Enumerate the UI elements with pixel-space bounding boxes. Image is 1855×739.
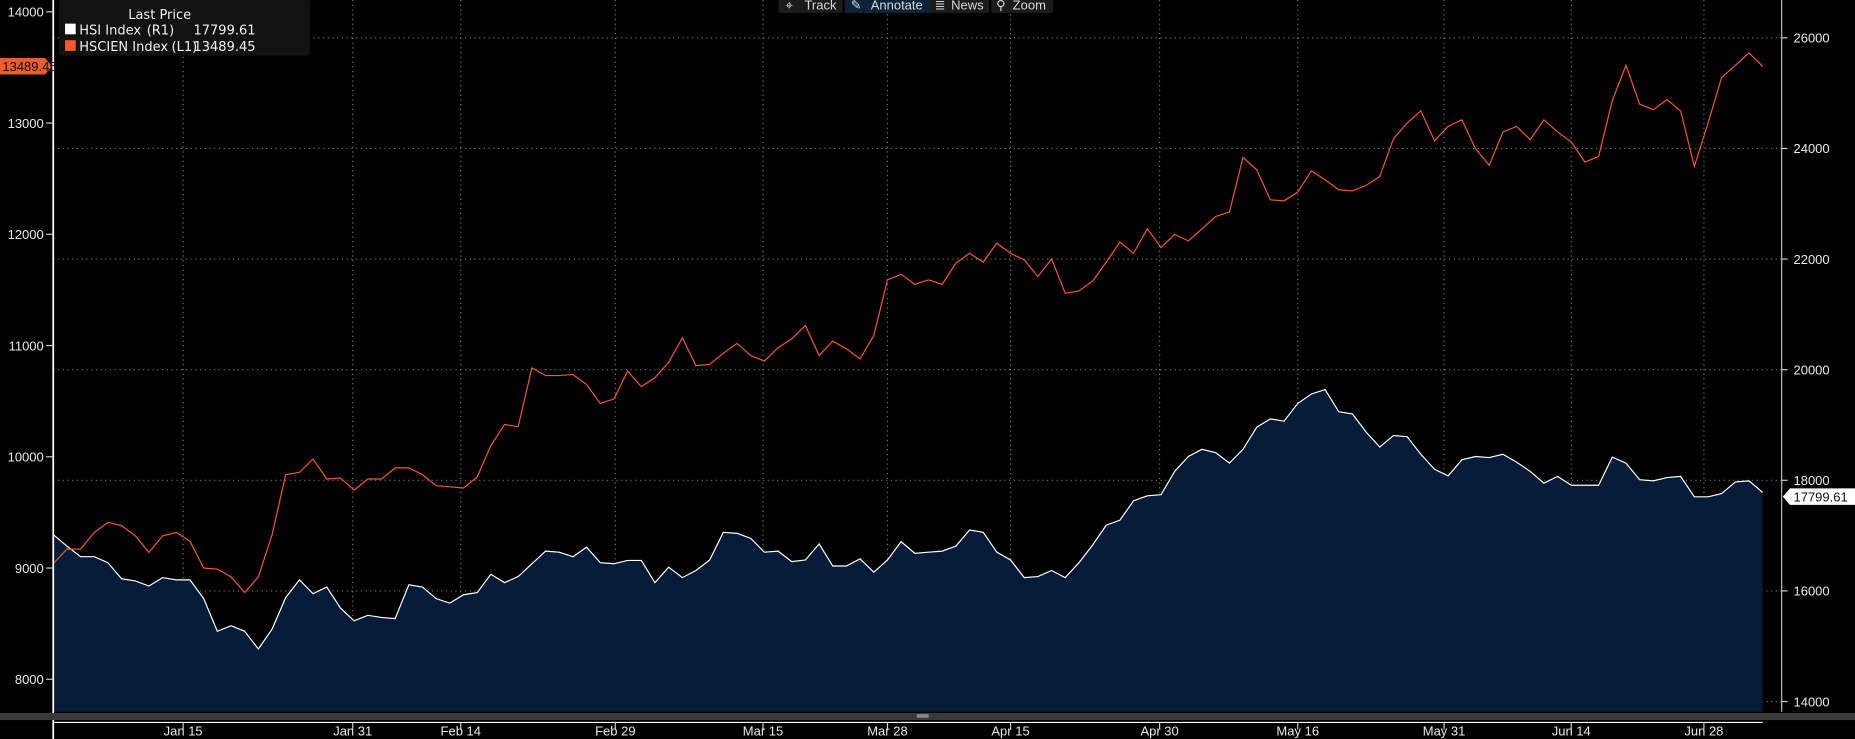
x-tick-label: Mar 15: [743, 723, 783, 738]
right-tick-label: 16000: [1793, 584, 1829, 599]
crosshair-icon: ⌖: [786, 0, 794, 12]
pencil-icon: ✎: [851, 0, 862, 12]
track-button[interactable]: ⌖ Track: [778, 0, 843, 14]
news-button[interactable]: ≣ News: [929, 0, 990, 14]
legend-value: 13489.45: [193, 40, 255, 55]
x-axis-ticks: Jan 15 Jan 31 Feb 14 Feb 29 Mar 15 Mar 28 Apr …: [164, 722, 1723, 738]
right-tick-label: 18000: [1793, 473, 1829, 488]
magnifier-icon: ⚲: [996, 0, 1006, 12]
legend: Last Price HSI Index (R1) 17799.61 HSCIE…: [59, 0, 310, 56]
x-tick-label: May 16: [1276, 723, 1319, 738]
gridlines: [53, 0, 1782, 712]
left-tick-label: 13000: [8, 116, 44, 131]
legend-swatch: [65, 23, 76, 35]
hscien-series-line: [52, 52, 1764, 594]
right-tick-label: 22000: [1793, 252, 1829, 267]
track-label: Track: [804, 0, 837, 12]
legend-value: 17799.61: [193, 23, 255, 38]
right-tick-label: 20000: [1793, 362, 1829, 377]
x-tick-label: Jan 15: [164, 723, 203, 738]
hsi-series-line: [52, 388, 1764, 651]
x-tick-label: Apr 15: [991, 723, 1029, 738]
left-tick-label: 12000: [8, 227, 44, 242]
x-tick-label: Jun 28: [1684, 723, 1723, 738]
news-label: News: [951, 0, 984, 12]
left-tick-label: 11000: [9, 338, 44, 353]
legend-title: Last Price: [128, 8, 191, 23]
scrollbar-grip[interactable]: [916, 714, 929, 718]
legend-item-hsi[interactable]: HSI Index (R1) 17799.61: [65, 23, 256, 38]
right-tick-label: 14000: [1793, 694, 1829, 709]
left-axis-ticks: 8000 9000 10000 11000 12000 13000 14000: [8, 5, 54, 687]
annotate-button[interactable]: ✎ Annotate: [844, 0, 940, 14]
legend-swatch: [65, 40, 76, 51]
hsi-area-fill: [53, 389, 1763, 712]
x-tick-label: Apr 30: [1140, 723, 1178, 738]
zoom-label: Zoom: [1013, 0, 1046, 12]
annotate-label: Annotate: [871, 0, 923, 12]
x-tick-label: Feb 29: [595, 723, 635, 738]
zoom-button[interactable]: ⚲ Zoom: [991, 0, 1053, 14]
x-tick-label: Mar 28: [867, 723, 907, 738]
legend-box: [59, 0, 310, 56]
right-axis-ticks: 14000 16000 18000 20000 22000 24000 26000: [1781, 31, 1830, 709]
left-tick-label: 14000: [8, 5, 44, 20]
toolbar: ⌖ Track ✎ Annotate ≣ News ⚲ Zoom: [778, 0, 1053, 14]
legend-name: HSCIEN Index: [79, 40, 168, 55]
right-tick-label: 26000: [1793, 31, 1829, 46]
x-tick-label: Feb 14: [441, 723, 481, 738]
x-tick-label: May 31: [1423, 723, 1466, 738]
legend-axis: (L1): [172, 40, 198, 55]
left-last-price-tag: 13489.45: [0, 57, 57, 75]
x-tick-label: Jan 31: [333, 723, 372, 738]
right-tick-label: 24000: [1793, 141, 1829, 156]
legend-item-hscien[interactable]: HSCIEN Index (L1) 13489.45: [65, 40, 256, 55]
right-tag-value: 17799.61: [1793, 489, 1847, 504]
legend-axis: (R1): [147, 23, 174, 38]
left-tick-label: 8000: [15, 672, 44, 687]
left-tick-label: 9000: [15, 561, 44, 576]
right-last-price-tag: 17799.61: [1782, 488, 1855, 505]
left-tick-label: 10000: [8, 450, 44, 465]
x-tick-label: Jun 14: [1552, 723, 1591, 738]
left-tag-value: 13489.45: [2, 59, 56, 74]
legend-name: HSI Index: [79, 23, 141, 38]
news-icon: ≣: [935, 0, 946, 12]
